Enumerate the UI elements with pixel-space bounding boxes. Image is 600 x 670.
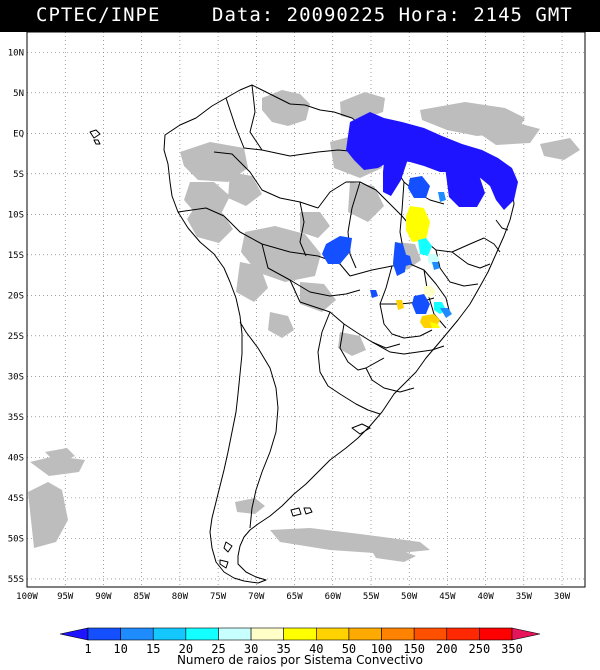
lon-tick-label: 50W xyxy=(401,592,418,602)
lon-tick-label: 65W xyxy=(286,592,303,602)
colorbar-label: 20 xyxy=(179,642,193,656)
lon-tick-label: 40W xyxy=(477,592,494,602)
longitude-labels: 100W 95W 90W 85W 80W 75W 70W 65W 60W 55W 50W 45W 40W… xyxy=(16,592,571,602)
lat-tick-label: 55S xyxy=(8,575,24,585)
lon-tick-label: 75W xyxy=(210,592,227,602)
lon-tick-label: 60W xyxy=(325,592,342,602)
lon-tick-label: 30W xyxy=(554,592,571,602)
colorbar-label: 150 xyxy=(403,642,425,656)
colorbar-swatch xyxy=(413,627,448,641)
colorbar-label: 100 xyxy=(371,642,393,656)
colorbar-label: 1 xyxy=(84,642,91,656)
colorbar-label: 10 xyxy=(113,642,127,656)
colorbar: 1 10 15 20 25 30 35 40 50 100 150 200 250 350 Numero … xyxy=(59,627,541,667)
lon-tick-label: 80W xyxy=(172,592,189,602)
map-frame-border xyxy=(26,32,586,588)
colorbar-swatches xyxy=(59,627,541,641)
colorbar-swatch xyxy=(59,627,89,641)
colorbar-swatch xyxy=(381,627,415,641)
colorbar-swatch xyxy=(152,627,187,641)
lat-tick-label: 5N xyxy=(13,89,24,99)
colorbar-swatch xyxy=(479,627,513,641)
colorbar-label: 200 xyxy=(436,642,458,656)
lat-tick-label: 15S xyxy=(8,251,24,261)
colorbar-swatch xyxy=(348,627,382,641)
lat-tick-label: EQ xyxy=(13,129,24,139)
lat-tick-label: 5S xyxy=(13,170,24,180)
lat-tick-label: 30S xyxy=(8,372,24,382)
colorbar-label: 350 xyxy=(501,642,523,656)
colorbar-label: 35 xyxy=(276,642,290,656)
colorbar-swatch xyxy=(250,627,284,641)
colorbar-caption: Numero de raios por Sistema Convectivo xyxy=(177,653,423,667)
lat-tick-label: 40S xyxy=(8,453,24,463)
lon-tick-label: 55W xyxy=(363,592,380,602)
colorbar-label: 50 xyxy=(342,642,356,656)
lat-tick-label: 10S xyxy=(8,210,24,220)
lat-tick-label: 45S xyxy=(8,494,24,504)
lat-tick-label: 35S xyxy=(8,413,24,423)
lon-tick-label: 35W xyxy=(516,592,533,602)
colorbar-labels: 1 10 15 20 25 30 35 40 50 100 150 200 250 350 xyxy=(84,642,522,656)
colorbar-swatch xyxy=(185,627,219,641)
lightning-map: 10N5NEQ5S10S15S20S25S30S35S40S45S50S55S … xyxy=(8,32,586,602)
lon-tick-label: 95W xyxy=(57,592,74,602)
lon-tick-label: 90W xyxy=(95,592,112,602)
lon-tick-label: 85W xyxy=(134,592,151,602)
lon-tick-label: 70W xyxy=(248,592,265,602)
colorbar-label: 250 xyxy=(469,642,491,656)
lat-tick-label: 10N xyxy=(8,48,24,58)
lat-tick-label: 25S xyxy=(8,332,24,342)
colorbar-swatch xyxy=(446,627,480,641)
lightning-clusters xyxy=(322,112,518,328)
title-bar: CPTEC/INPE Data: 20090225 Hora: 2145 GMT xyxy=(0,0,600,32)
latitude-labels: 10N 5N EQ 5S 10S 15S 20S 25S 30S 35S 40S 45S 50S 55S xyxy=(8,48,24,585)
lon-tick-label: 45W xyxy=(439,592,456,602)
organization-label: CPTEC/INPE xyxy=(36,4,161,26)
colorbar-label: 30 xyxy=(244,642,258,656)
colorbar-label: 25 xyxy=(211,642,225,656)
colorbar-label: 15 xyxy=(146,642,160,656)
colorbar-swatch xyxy=(120,627,154,641)
colorbar-swatch xyxy=(316,627,350,641)
colorbar-swatch xyxy=(87,627,121,641)
lat-tick-label: 20S xyxy=(8,291,24,301)
colorbar-swatch xyxy=(283,627,317,641)
lon-tick-label: 100W xyxy=(16,592,38,602)
lat-tick-label: 50S xyxy=(8,534,24,544)
colorbar-swatch xyxy=(218,627,252,641)
colorbar-label: 40 xyxy=(309,642,323,656)
colorbar-swatch xyxy=(511,627,541,641)
date-time-label: Data: 20090225 Hora: 2145 GMT xyxy=(212,4,573,26)
